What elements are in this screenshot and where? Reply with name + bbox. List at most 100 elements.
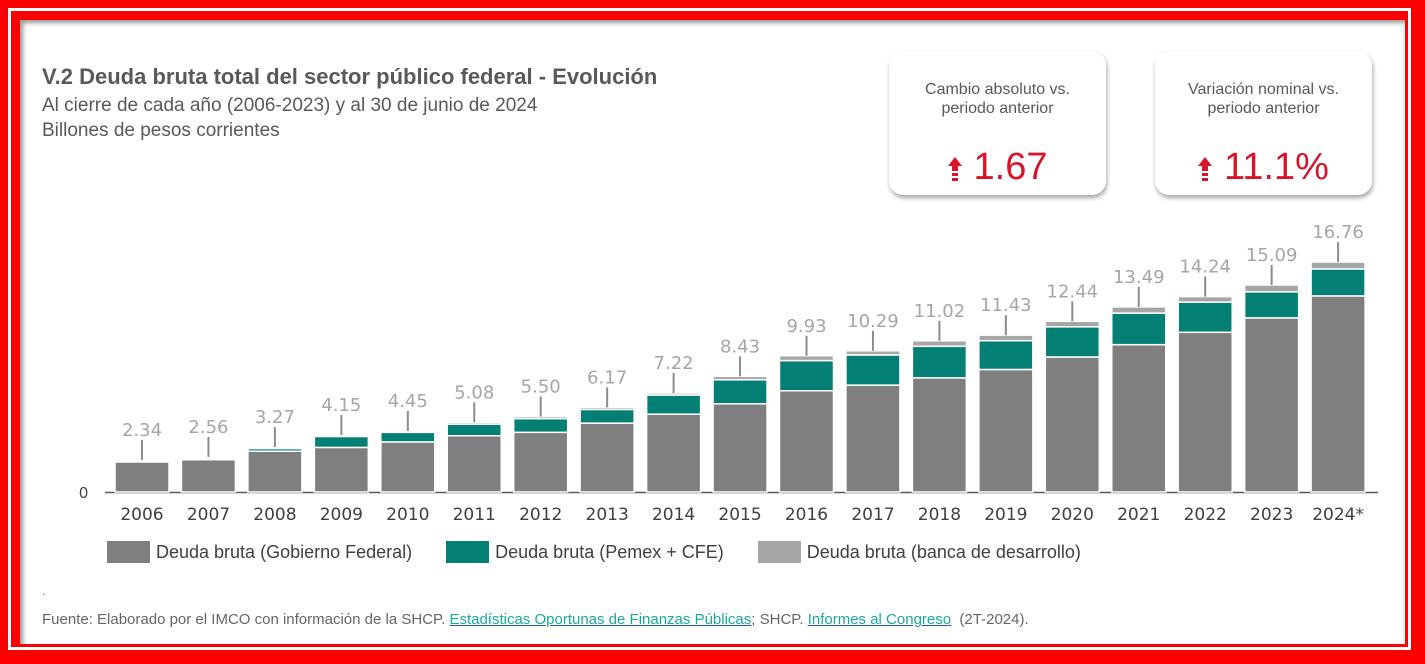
legend-label: Deuda bruta (banca de desarrollo) [806,541,1081,562]
x-tick-label: 2008 [253,505,296,525]
bar-segment-pemex [911,345,968,379]
x-tick-label: 2018 [918,505,961,525]
legend-swatch [446,541,490,563]
kpi-value: 1.67 [973,146,1048,188]
bar-segment-gobierno [512,431,569,493]
bar-segment-pemex [1044,326,1101,358]
source-link-estadisticas[interactable]: Estadísticas Oportunas de Finanzas Públi… [449,611,752,628]
total-label: 6.17 [587,367,627,388]
arrow-up-icon [1198,157,1213,181]
x-tick-label: 2015 [718,505,761,525]
total-label: 11.43 [980,295,1032,316]
bar-segment-pemex [712,379,768,405]
source-suffix: (2T-2024). [951,611,1029,628]
bar-segment-gobierno [845,384,901,493]
bar-segment-pemex [1111,312,1167,346]
bar-segment-pemex [645,394,702,415]
bar-segment-gobierno [978,368,1034,493]
bar-segment-pemex [380,431,436,443]
x-tick-label: 2014 [652,505,695,525]
x-tick-label: 2017 [851,505,894,525]
bar-segment-gobierno [1111,343,1167,493]
total-label: 4.15 [321,395,361,416]
total-label: 2.56 [188,417,228,438]
x-tick-label: 2010 [386,505,429,525]
bar-segment-gobierno [313,446,370,493]
x-tick-label: 2024* [1312,505,1364,525]
total-label: 8.43 [720,336,760,357]
total-label: 9.93 [786,316,826,337]
kpi-card-absolute-change: Cambio absoluto vs. periodo anterior 1.67 [889,51,1106,195]
bar-segment-banca [579,406,635,411]
bar-segment-gobierno [1243,317,1300,493]
bar-segment-gobierno [1177,331,1233,493]
bar-segment-banca [712,375,768,381]
bar-segment-gobierno [911,377,968,493]
chart-units: Billones de pesos corrientes [42,120,280,141]
legend-label: Deuda bruta (Pemex + CFE) [495,541,724,562]
bar-segment-banca [247,446,303,450]
bar-segment-banca [778,355,835,362]
bar-segment-gobierno [247,450,303,493]
legend: Deuda bruta (Gobierno Federal) Deuda bru… [107,541,1115,563]
x-tick-label: 2012 [519,505,562,525]
bar-segment-pemex [845,354,901,386]
bar-segment-banca [180,456,237,459]
source-link-informes[interactable]: Informes al Congreso [807,611,952,628]
arrow-up-icon [947,157,962,181]
legend-swatch [757,541,801,563]
total-label: 11.02 [914,301,966,322]
total-label: 14.24 [1179,257,1231,278]
source-note: Fuente: Elaborado por el IMCO con inform… [42,611,1029,628]
legend-item-pemex: Deuda bruta (Pemex + CFE) [446,541,724,563]
outer-frame [8,8,1411,650]
total-label: 13.49 [1113,267,1165,288]
bar-segment-banca [1044,320,1101,328]
bar-segment-pemex [446,423,502,437]
x-tick-label: 2016 [785,505,828,525]
chart-subtitle: Al cierre de cada año (2006-2023) y al 3… [42,95,538,116]
bar-segment-banca [313,434,370,438]
x-tick-label: 2020 [1051,505,1094,525]
bar-segment-pemex [313,435,370,449]
total-label: 7.22 [654,353,694,374]
bar-segment-pemex [1177,301,1233,334]
total-label: 12.44 [1047,281,1099,302]
total-label: 3.27 [255,407,295,428]
total-label: 5.50 [521,377,561,398]
bar-segment-banca [512,415,569,420]
bar-segment-banca [845,350,901,356]
bar-segment-banca [1243,284,1300,293]
bar-segment-gobierno [778,389,835,493]
total-label: 2.34 [122,420,162,441]
total-label: 10.29 [847,311,899,332]
bar-segment-pemex [512,417,569,434]
total-label: 4.45 [388,391,428,412]
bar-segment-banca [446,421,502,425]
stacked-bar-chart: 0 2.34 2006 2.56 2007 3.27 2008 4.15 2009 4.45 201… [79,222,1378,525]
kpi-card-nominal-variation: Variación nominal vs. periodo anterior 11… [1155,51,1372,195]
total-label: 16.76 [1312,222,1364,243]
legend-item-gobierno: Deuda bruta (Gobierno Federal) [107,541,412,563]
bar-segment-gobierno [1044,356,1101,493]
x-tick-label: 2007 [187,505,230,525]
legend-item-banca: Deuda bruta (banca de desarrollo) [757,541,1081,563]
bar-segment-banca [978,334,1034,342]
bar-segment-pemex [1310,268,1366,297]
bar-segment-pemex [579,408,635,424]
x-tick-label: 2023 [1250,505,1293,525]
legend-label: Deuda bruta (Gobierno Federal) [156,541,413,562]
bar-segment-gobierno [579,422,635,493]
kpi-label: periodo anterior [941,100,1054,117]
x-tick-label: 2019 [984,505,1027,525]
kpi-label: Cambio absoluto vs. [925,81,1070,98]
bar-segment-pemex [1243,291,1300,319]
x-tick-label: 2009 [320,505,363,525]
x-tick-label: 2021 [1117,505,1160,525]
bar-segment-gobierno [1310,295,1366,493]
bar-segment-banca [114,459,170,462]
x-tick-label: 2013 [586,505,629,525]
bar-segment-gobierno [645,413,702,493]
x-tick-label: 2022 [1184,505,1227,525]
total-label: 15.09 [1246,245,1298,266]
